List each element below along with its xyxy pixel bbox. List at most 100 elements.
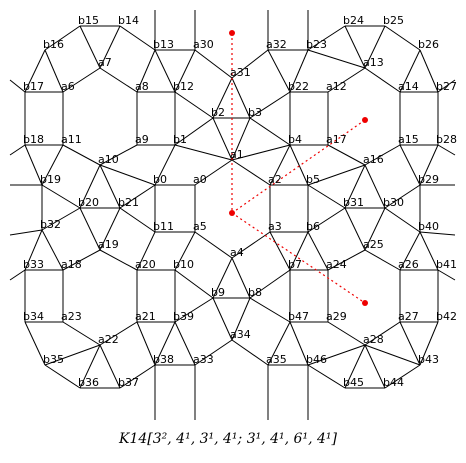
edge [174,231,196,271]
edge [174,297,214,323]
vertex-label: b33 [23,258,44,271]
edge [289,321,309,366]
edge [154,144,176,186]
edge [212,297,233,341]
red-dot [229,210,235,216]
edge [231,159,271,186]
vertex-label: b6 [306,220,320,233]
edge [194,339,233,366]
edge [194,159,233,186]
edge [99,25,121,69]
vertex-label: b40 [418,220,439,233]
edge [99,67,138,93]
edge [212,117,233,161]
edge [174,321,196,366]
vertex-label: a10 [98,153,119,166]
vertex-label: a24 [326,258,347,271]
edge [419,321,439,366]
edge [327,67,366,93]
vertex-label: b0 [153,173,167,186]
edge [231,339,269,366]
edge [269,144,291,186]
edge [364,344,421,366]
vertex-label: b12 [173,80,194,93]
edge [289,49,309,93]
edge [174,269,214,299]
edge [419,144,439,186]
vertex-label: a34 [230,328,251,341]
vertex-label: b17 [23,80,44,93]
edge [154,49,176,93]
vertex-label: a27 [398,310,419,323]
red-dot [362,117,368,123]
vertex-label: a23 [61,310,82,323]
edge [307,207,346,233]
edge [384,207,421,233]
vertex-label: b21 [118,196,139,209]
edge [231,257,251,299]
vertex-label: a6 [61,80,75,93]
edge [174,91,214,119]
red-vector [231,33,366,215]
edge [41,207,81,231]
edge [99,144,138,166]
red-vectors [229,30,368,306]
edge [419,231,456,236]
vertex-label: b4 [288,133,302,146]
edge [24,49,46,93]
edge [136,231,156,271]
edge [9,144,26,156]
vertex-label: b8 [248,286,262,299]
edge [344,25,366,69]
vertex-label: a2 [268,173,282,186]
edge [231,77,251,119]
edge [249,117,291,146]
edge [249,269,291,299]
edge [364,249,401,271]
vertex-label: b24 [343,14,364,27]
edge [44,364,81,389]
vertex-label: a18 [61,258,82,271]
vertex-label: a0 [193,173,207,186]
edge [307,164,366,186]
vertex-label: b30 [383,196,404,209]
vertex-label: b13 [153,38,174,51]
edge [419,49,439,93]
vertex-label: b9 [211,286,225,299]
vertex-label: b41 [436,258,457,271]
edge [327,321,366,346]
edge [267,49,291,93]
edge [79,344,101,389]
vertex-label: b10 [173,258,194,271]
edge [62,144,101,166]
vertex-label: b34 [23,310,44,323]
vertex-label: b28 [436,133,457,146]
vertex-label: a28 [363,333,384,346]
edge [79,164,101,209]
edge [364,144,401,166]
vertex-label: b36 [78,376,99,389]
edge [289,144,309,186]
vertex-label: b37 [118,376,139,389]
edge [24,321,46,366]
edge [437,144,456,156]
vertex-label: b20 [78,196,99,209]
edge [399,144,421,186]
edge [44,25,81,51]
edge [307,184,346,209]
vertex-label: b3 [248,106,262,119]
edge [99,207,121,251]
red-vector [231,212,366,304]
vertex-label: a7 [98,56,112,69]
vertex-label: b1 [173,133,187,146]
vertex-label: a25 [363,238,384,251]
edge [119,207,156,233]
edge [9,269,26,281]
vertex-label: b2 [211,106,225,119]
edge [231,231,271,259]
caption: K14[3², 4¹, 3¹, 4¹; 3¹, 4¹, 6¹, 4¹] [118,431,337,447]
edge [364,164,386,209]
vertex-label: b39 [173,310,194,323]
edge [41,144,64,186]
